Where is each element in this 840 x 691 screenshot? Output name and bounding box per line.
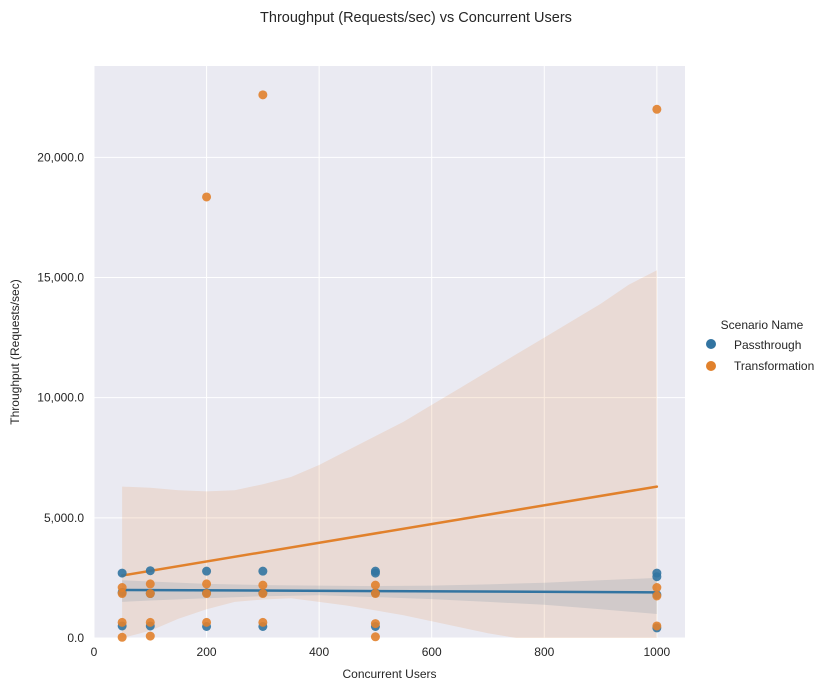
legend-title: Scenario Name: [721, 318, 804, 332]
point-transformation: [370, 589, 380, 599]
point-transformation: [202, 192, 212, 202]
point-transformation: [370, 580, 380, 590]
legend-marker-passthrough: [706, 339, 716, 349]
plot-background: [94, 66, 685, 638]
point-transformation: [145, 579, 155, 589]
y-tick-label: 10,000.0: [37, 391, 84, 405]
ci-band-passthrough: [122, 577, 657, 614]
point-transformation: [652, 104, 662, 114]
x-axis-label: Concurrent Users: [342, 667, 436, 681]
point-transformation: [258, 90, 268, 100]
x-axis-ticks: 0 200 400 600 800 1000: [91, 645, 671, 659]
point-transformation: [652, 591, 662, 601]
legend: Scenario Name Passthrough Transformation: [706, 318, 814, 373]
x-tick-label: 200: [197, 645, 217, 659]
point-transformation: [652, 621, 662, 631]
chart-title: Throughput (Requests/sec) vs Concurrent …: [260, 10, 572, 26]
regression-line-transformation: [120, 485, 659, 577]
data-points: [117, 90, 662, 642]
point-transformation: [117, 632, 127, 642]
grid-lines: [93, 66, 685, 639]
point-transformation: [145, 631, 155, 641]
confidence-bands: [122, 270, 657, 638]
y-tick-label: 0.0: [67, 631, 84, 645]
legend-label-transformation: Transformation: [734, 359, 814, 373]
ci-band-transformation: [122, 270, 657, 638]
point-transformation: [652, 583, 662, 593]
regression-line-passthrough: [120, 588, 659, 594]
legend-label-passthrough: Passthrough: [734, 338, 801, 352]
x-tick-label: 0: [91, 645, 98, 659]
point-transformation: [202, 589, 212, 599]
point-passthrough: [202, 566, 212, 576]
y-axis-label: Throughput (Requests/sec): [8, 279, 22, 424]
point-transformation: [145, 617, 155, 627]
point-transformation: [145, 589, 155, 599]
point-passthrough: [145, 566, 155, 576]
x-tick-label: 800: [534, 645, 554, 659]
point-transformation: [117, 617, 127, 627]
y-tick-label: 20,000.0: [37, 150, 84, 164]
point-transformation: [258, 589, 268, 599]
y-axis-ticks: 0.0 5,000.0 10,000.0 15,000.0 20,000.0: [37, 150, 84, 645]
point-transformation: [370, 632, 380, 642]
x-tick-label: 400: [309, 645, 329, 659]
point-transformation: [117, 589, 127, 599]
point-passthrough: [652, 572, 662, 582]
point-transformation: [370, 619, 380, 629]
point-transformation: [258, 580, 268, 590]
y-tick-label: 5,000.0: [44, 511, 84, 525]
point-passthrough: [117, 568, 127, 578]
point-transformation: [202, 617, 212, 627]
point-passthrough: [258, 566, 268, 576]
legend-marker-transformation: [706, 361, 716, 371]
regression-lines: [120, 485, 659, 594]
y-tick-label: 15,000.0: [37, 270, 84, 284]
point-transformation: [258, 617, 268, 627]
x-tick-label: 600: [422, 645, 442, 659]
point-transformation: [202, 579, 212, 589]
x-tick-label: 1000: [644, 645, 671, 659]
point-passthrough: [370, 568, 380, 578]
